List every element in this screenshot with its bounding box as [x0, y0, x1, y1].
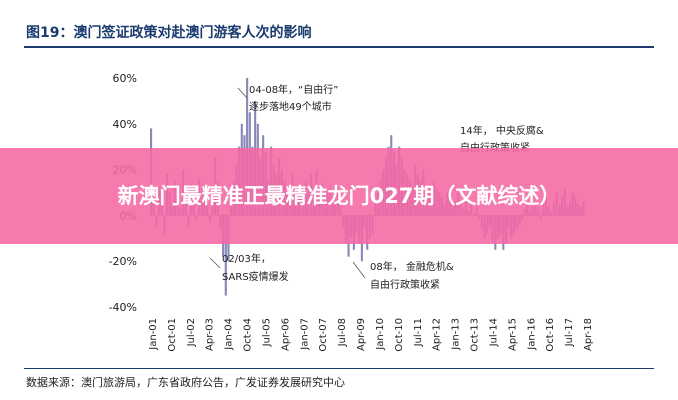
annotation-ann1-line2: 逐步落地49个城市 [249, 100, 332, 113]
x-tick-label: Oct-04 [243, 318, 254, 352]
x-tick-label: Jul-08 [337, 318, 348, 347]
banner-text: 新澳门最精准正最精准龙门027期（文献综述） [117, 184, 561, 208]
x-tick-label: Oct-10 [394, 318, 405, 352]
x-tick-label: Jul-02 [186, 318, 197, 347]
source-note: 数据来源：澳门旅游局，广东省政府公告，广发证券发展研究中心 [26, 376, 345, 389]
x-tick-label: Jan-04 [224, 318, 235, 351]
x-tick-label: Jan-01 [148, 318, 159, 351]
y-tick-label: 60% [113, 72, 137, 85]
x-tick-label: Jan-10 [375, 318, 386, 351]
x-tick-label: Apr-12 [432, 318, 443, 351]
x-tick-label: Jul-14 [488, 318, 499, 347]
x-tick-label: Oct-13 [470, 318, 481, 352]
x-tick-label: Jul-05 [262, 318, 273, 347]
x-tick-label: Jan-13 [451, 318, 462, 351]
overlay-banner: 新澳门最精准正最精准龙门027期（文献综述） [0, 148, 678, 244]
y-tick-label: -40% [109, 301, 137, 314]
annotation-leader [209, 257, 221, 269]
x-tick-label: Jul-17 [564, 318, 575, 347]
annotation-ann1-line1: 04-08年，“自由行” [249, 83, 338, 96]
x-tick-label: Apr-15 [507, 318, 518, 351]
x-axis: Jan-01 Oct-01 Jul-02 Apr-03 Jan-04 Oct-04 Jul-… [148, 318, 594, 352]
annotation-ann4-line1: 08年， 金融危机& [370, 260, 454, 273]
annotations: 04-08年，“自由行” 逐步落地49个城市 02/03年， SARS疫情爆发 14年，… [209, 83, 544, 291]
annotation-ann3-line1: 14年， 中央反腐& [460, 124, 544, 137]
x-tick-label: Apr-18 [583, 318, 594, 351]
bar [224, 215, 227, 296]
annotation-ann4-line2: 自由行政策收紧 [370, 278, 440, 291]
annotation-ann2-line2: SARS疫情爆发 [222, 270, 289, 283]
title-rule [24, 46, 654, 48]
x-tick-label: Jan-16 [526, 318, 537, 351]
x-tick-label: Apr-09 [356, 318, 367, 351]
source-rule [24, 368, 654, 369]
page-title: 图19：澳门签证政策对赴澳门游客人次的影响 [26, 25, 312, 41]
annotation-leader [352, 261, 366, 279]
bar [246, 78, 249, 216]
x-tick-label: Jul-11 [413, 318, 424, 347]
y-tick-label: -20% [109, 255, 137, 268]
x-tick-label: Jan-07 [299, 318, 310, 351]
y-tick-label: 40% [113, 118, 137, 131]
x-tick-label: Apr-03 [205, 318, 216, 351]
x-tick-label: Oct-16 [545, 318, 556, 352]
x-tick-label: Oct-01 [167, 318, 178, 352]
x-tick-label: Apr-06 [280, 318, 291, 351]
x-tick-label: Oct-07 [318, 318, 329, 352]
annotation-leader [237, 87, 248, 99]
annotation-ann2-line1: 02/03年， [222, 252, 271, 265]
